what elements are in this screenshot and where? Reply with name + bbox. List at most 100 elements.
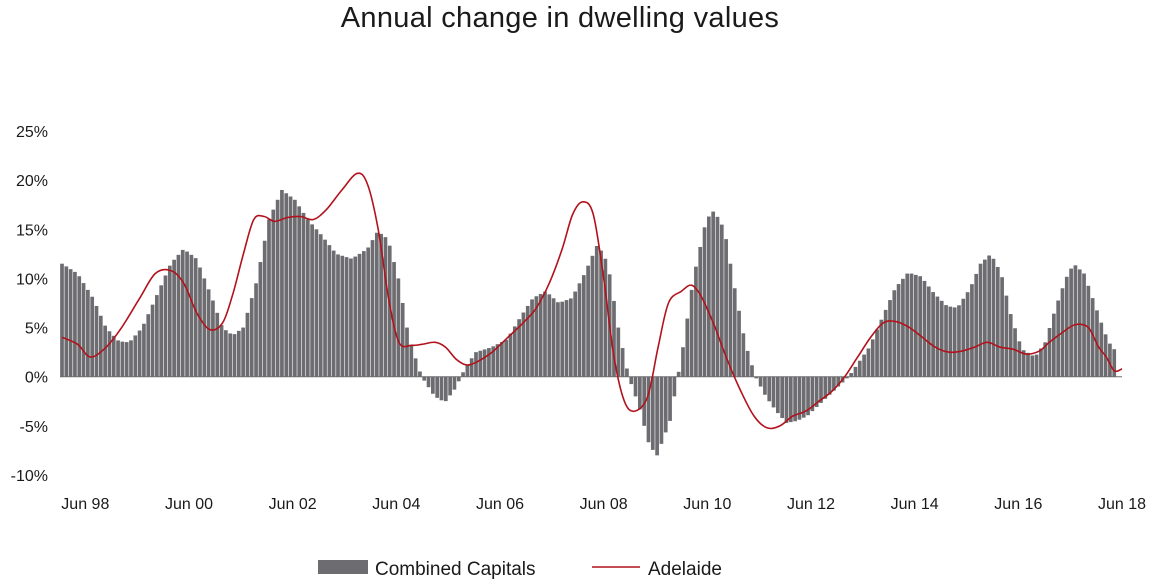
bar [249, 298, 254, 377]
bar-series-combined-capitals [60, 189, 1117, 456]
bar [638, 376, 642, 410]
bar [616, 327, 621, 377]
y-tick-label: -5% [20, 419, 48, 436]
bar [896, 284, 901, 377]
y-tick-label: 0% [25, 370, 48, 387]
bar [745, 350, 750, 377]
bar [883, 309, 888, 377]
x-tick-label: Jun 18 [1098, 496, 1146, 513]
bar [732, 288, 737, 377]
bar [879, 319, 884, 377]
bar [797, 376, 802, 420]
bar [931, 292, 935, 377]
y-tick-label: 20% [16, 173, 48, 190]
bar [741, 333, 746, 377]
bar [383, 237, 388, 377]
bar [500, 341, 504, 377]
bar [189, 254, 194, 377]
bar [439, 376, 444, 401]
bar [107, 331, 112, 377]
bar [776, 376, 780, 414]
bar [310, 224, 314, 377]
bar [832, 376, 836, 391]
bar [146, 314, 151, 377]
bar [254, 283, 258, 377]
bar [340, 255, 345, 377]
bar [1056, 300, 1061, 377]
bar [241, 327, 245, 377]
y-axis: 25% 20% 15% 10% 5% 0% -5% -10% [11, 124, 48, 485]
x-tick-label: Jun 14 [891, 496, 939, 513]
bar [737, 310, 741, 377]
bar [1004, 295, 1009, 377]
bar [271, 209, 276, 377]
bar [331, 250, 336, 377]
legend-swatch-combined-capitals [318, 560, 368, 574]
bar [349, 258, 353, 377]
bar [681, 347, 685, 377]
bar [452, 376, 457, 390]
bar [1034, 354, 1039, 377]
bar [129, 340, 133, 377]
bar [724, 239, 728, 377]
bar [224, 330, 228, 377]
bar [676, 371, 681, 377]
bar [180, 249, 185, 377]
bar [560, 301, 565, 377]
bar [547, 294, 552, 377]
bar [663, 376, 668, 433]
bar [1052, 313, 1056, 377]
bar [1090, 298, 1095, 377]
bar [551, 298, 556, 377]
bar [288, 196, 293, 377]
x-tick-label: Jun 98 [61, 496, 109, 513]
bar [185, 251, 189, 377]
x-axis: Jun 98 Jun 00 Jun 02 Jun 04 Jun 06 Jun 08 Jun … [61, 496, 1146, 513]
bar [581, 275, 586, 377]
bar [198, 267, 202, 377]
bar [267, 219, 271, 377]
bar [961, 298, 966, 377]
bar [935, 296, 940, 377]
bar [784, 376, 789, 423]
bar [275, 199, 280, 377]
bar [262, 240, 267, 377]
bar [478, 350, 483, 377]
bar [875, 329, 879, 377]
bar [586, 265, 590, 377]
bar [431, 376, 435, 394]
bar [857, 360, 862, 377]
bar [1030, 355, 1035, 377]
bar [948, 306, 953, 377]
bar [603, 258, 608, 377]
bar [556, 302, 560, 377]
bar [866, 348, 871, 377]
bar [94, 305, 99, 377]
bar [202, 278, 207, 377]
bar [901, 278, 905, 377]
bar [970, 284, 974, 377]
bar [823, 376, 828, 399]
bar [870, 339, 875, 377]
bar [763, 376, 767, 395]
bar [926, 286, 931, 377]
bar [64, 266, 69, 377]
bar [448, 376, 452, 396]
bar [487, 348, 491, 377]
bar [366, 247, 371, 377]
bar [806, 376, 810, 416]
bar [543, 291, 547, 377]
bar [577, 283, 582, 377]
bar [1008, 314, 1013, 377]
bar [77, 276, 82, 377]
bar [905, 273, 910, 377]
bar [944, 305, 948, 377]
y-tick-label: 10% [16, 271, 48, 288]
bar [793, 376, 797, 422]
bar [297, 206, 302, 377]
bar [642, 376, 647, 426]
bar [525, 305, 530, 377]
bar [1017, 341, 1022, 377]
bar [344, 257, 349, 377]
bar [754, 376, 759, 379]
